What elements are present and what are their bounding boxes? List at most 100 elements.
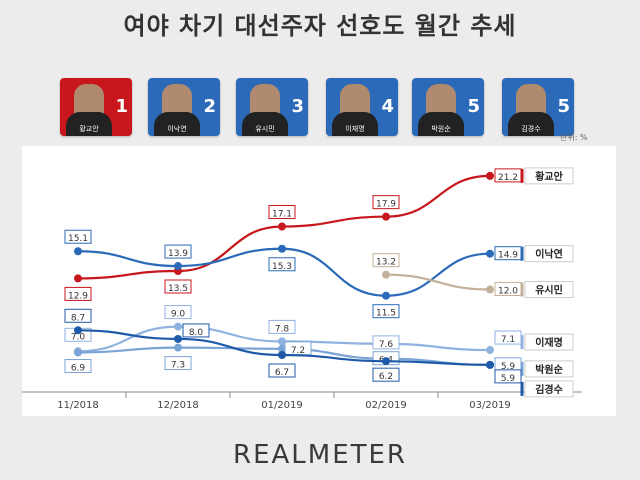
candidate-strip: 1 황교안 2 이낙연 3 유시민 4 이재명 5 박원순 5 김경수: [60, 78, 580, 138]
data-point: [174, 343, 182, 352]
data-point: [486, 285, 494, 294]
data-point: [278, 344, 286, 353]
data-label: 6.9: [71, 364, 86, 374]
data-point: [382, 212, 390, 221]
candidate-name: 유시민: [255, 125, 275, 133]
data-label-box: [164, 279, 192, 294]
data-point: [74, 247, 82, 256]
data-label: 8.7: [71, 313, 85, 323]
data-point: [278, 337, 286, 346]
data-label: 13.9: [168, 249, 188, 259]
data-point: [486, 346, 494, 355]
unit-label: 단위: %: [560, 133, 588, 142]
data-label-box: [372, 195, 400, 210]
legend-box: [524, 281, 574, 299]
portrait-suit: [242, 112, 288, 136]
data-point: [486, 171, 494, 180]
data-point: [278, 222, 286, 231]
data-point: [278, 244, 286, 253]
realmeter-logo: REALMETER: [233, 440, 407, 470]
data-point: [382, 291, 390, 300]
data-label: 12.0: [498, 287, 518, 297]
portrait-suit: [418, 112, 464, 136]
legend-box: [524, 333, 574, 351]
data-label: 7.8: [275, 324, 290, 334]
x-tick-label: 11/2018: [57, 400, 99, 411]
data-label-box: [268, 363, 296, 378]
data-label: 6.2: [379, 372, 393, 382]
data-point: [486, 360, 494, 369]
data-label-box: [372, 335, 400, 350]
candidate-card: 4 이재명: [326, 78, 398, 136]
data-label-box: [494, 369, 522, 384]
data-point: [382, 357, 390, 366]
data-label: 7.2: [291, 346, 305, 356]
data-point: [486, 249, 494, 258]
plot-area: 11/2018 12/2018 01/2019 02/2019 03/2019 12.9 1…: [22, 146, 616, 416]
portrait-suit: [332, 112, 378, 136]
legend-label: 이재명: [535, 336, 563, 349]
candidate-rank: 4: [381, 96, 394, 117]
candidate-name: 김경수: [521, 125, 541, 133]
data-label-box: [372, 304, 400, 319]
x-tick-label: 02/2019: [365, 400, 407, 411]
data-label-box: [64, 308, 92, 323]
legend-label: 김경수: [535, 383, 563, 396]
line-chart: 11/2018 12/2018 01/2019 02/2019 03/2019 12.9 1…: [22, 167, 582, 411]
candidate-card: 5 김경수: [502, 78, 574, 136]
candidate-card: 5 박원순: [412, 78, 484, 136]
candidate-card: 1 황교안: [60, 78, 132, 136]
data-label: 7.3: [171, 361, 185, 371]
data-label-box: [268, 205, 296, 220]
data-label: 13.5: [168, 284, 188, 294]
candidate-name: 이낙연: [167, 125, 187, 133]
data-label: 7.6: [379, 340, 394, 350]
data-label: 7.0: [71, 332, 86, 342]
candidate-rank: 5: [467, 96, 480, 117]
data-label: 15.3: [272, 262, 292, 272]
legend-box: [524, 380, 574, 398]
x-tick-label: 01/2019: [261, 400, 303, 411]
data-label: 12.9: [68, 291, 88, 301]
data-label: 17.9: [376, 200, 396, 210]
data-label: 15.1: [68, 234, 88, 244]
data-label-box: [164, 356, 192, 371]
legend-box: [524, 167, 574, 185]
legend-label: 황교안: [535, 170, 563, 183]
data-point: [74, 274, 82, 283]
data-label-box: [64, 286, 92, 301]
data-label: 7.1: [501, 335, 515, 345]
data-label-box: [164, 244, 192, 259]
portrait-suit: [508, 112, 554, 136]
data-label-box: [164, 305, 192, 320]
series-line: [385, 273, 491, 291]
candidate-name: 황교안: [79, 125, 99, 133]
data-label: 14.9: [498, 251, 518, 261]
data-label-box: [64, 359, 92, 374]
data-label: 17.1: [272, 210, 292, 220]
candidate-name: 이재명: [345, 125, 365, 133]
data-label: 6.7: [275, 368, 289, 378]
data-label-box: [268, 257, 296, 272]
data-label: 21.2: [498, 173, 518, 183]
data-label: 5.9: [501, 374, 516, 384]
x-tick-label: 03/2019: [469, 400, 511, 411]
candidate-rank: 3: [291, 96, 304, 117]
data-label: 9.0: [171, 310, 186, 320]
series-line: [77, 247, 491, 297]
data-point: [278, 351, 286, 359]
data-label: 5.9: [501, 362, 516, 372]
x-tick-label: 12/2018: [157, 400, 199, 411]
data-point: [382, 270, 390, 279]
portrait-suit: [66, 112, 112, 136]
data-label-box: [268, 319, 296, 334]
data-label: 11.5: [376, 309, 396, 319]
data-point: [174, 262, 182, 271]
candidate-rank: 5: [557, 96, 570, 117]
legend-label: 박원순: [535, 363, 563, 376]
chart-title: 여야 차기 대선주자 선호도 월간 추세: [123, 12, 517, 40]
data-label: 13.2: [376, 258, 396, 268]
data-point: [174, 322, 182, 331]
candidate-name: 박원순: [431, 125, 451, 133]
data-label-box: [182, 323, 210, 338]
